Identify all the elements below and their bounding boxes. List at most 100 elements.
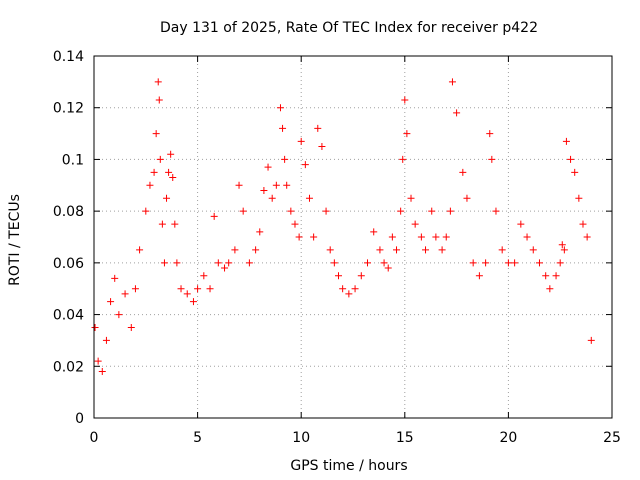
data-point xyxy=(370,228,378,236)
data-point xyxy=(556,259,564,267)
data-point xyxy=(560,246,568,254)
data-point xyxy=(459,168,467,176)
data-point xyxy=(542,272,550,280)
data-point xyxy=(438,246,446,254)
data-point xyxy=(326,246,334,254)
data-point xyxy=(432,233,440,241)
data-point xyxy=(245,259,253,267)
y-tick-label: 0.12 xyxy=(53,101,84,117)
x-tick-label: 5 xyxy=(193,430,202,446)
data-point xyxy=(401,96,409,104)
data-point xyxy=(334,272,342,280)
data-point xyxy=(492,207,500,215)
data-point xyxy=(183,290,191,298)
data-point xyxy=(422,246,430,254)
data-point xyxy=(91,324,99,331)
data-point xyxy=(546,285,554,293)
data-point xyxy=(256,228,264,236)
data-point xyxy=(310,233,318,241)
data-point xyxy=(376,246,384,254)
data-point xyxy=(163,194,171,202)
data-point xyxy=(463,194,471,202)
data-point xyxy=(575,194,583,202)
data-points xyxy=(91,78,595,375)
data-point xyxy=(330,259,338,267)
data-point xyxy=(339,285,347,293)
data-point xyxy=(200,272,208,280)
data-point xyxy=(107,298,115,306)
data-point xyxy=(417,233,425,241)
data-point xyxy=(167,150,175,158)
data-point xyxy=(189,298,197,306)
data-point xyxy=(287,207,295,215)
grid xyxy=(94,56,612,418)
data-point xyxy=(587,336,595,344)
data-point xyxy=(442,233,450,241)
data-point xyxy=(276,104,284,112)
data-point xyxy=(397,207,405,215)
data-point xyxy=(121,290,129,298)
data-point xyxy=(283,181,291,189)
data-point xyxy=(291,220,299,228)
data-point xyxy=(571,168,579,176)
plot-frame xyxy=(93,55,613,419)
y-axis-label: ROTI / TECUs xyxy=(7,194,23,286)
data-point xyxy=(504,259,512,267)
data-point xyxy=(160,259,168,267)
data-point xyxy=(529,246,537,254)
data-point xyxy=(171,220,179,228)
data-point xyxy=(407,194,415,202)
data-point xyxy=(411,220,419,228)
data-point xyxy=(221,264,229,272)
data-point xyxy=(272,181,280,189)
data-point xyxy=(428,207,436,215)
data-point xyxy=(115,311,123,319)
data-point xyxy=(446,207,454,215)
data-point xyxy=(231,246,239,254)
data-point xyxy=(345,290,353,298)
data-point xyxy=(297,137,305,145)
data-point xyxy=(583,233,591,241)
data-point xyxy=(517,220,525,228)
data-point xyxy=(488,155,496,163)
data-point xyxy=(169,174,177,182)
data-point xyxy=(136,246,144,254)
data-point xyxy=(177,285,185,293)
data-point xyxy=(155,96,163,104)
data-point xyxy=(206,285,214,293)
data-point xyxy=(111,274,119,282)
data-point xyxy=(295,233,303,241)
data-point xyxy=(154,78,162,86)
y-tick-label: 0.14 xyxy=(53,49,84,65)
data-point xyxy=(165,168,173,176)
data-point xyxy=(403,130,411,138)
data-point xyxy=(281,155,289,163)
x-tick-label: 0 xyxy=(90,430,99,446)
data-point xyxy=(279,124,287,132)
data-point xyxy=(567,155,575,163)
y-tick-label: 0.08 xyxy=(53,204,84,220)
data-point xyxy=(380,259,388,267)
data-point xyxy=(357,272,365,280)
data-point xyxy=(535,259,543,267)
data-point xyxy=(94,357,102,365)
y-tick-label: 0 xyxy=(75,411,84,427)
data-point xyxy=(579,220,587,228)
data-point xyxy=(150,168,158,176)
data-point xyxy=(384,264,392,272)
x-tick-label: 15 xyxy=(396,430,414,446)
data-point xyxy=(239,207,247,215)
data-point xyxy=(482,259,490,267)
data-point xyxy=(214,259,222,267)
data-point xyxy=(301,161,309,169)
data-point xyxy=(552,272,560,280)
data-point xyxy=(388,233,396,241)
data-point xyxy=(562,137,570,145)
data-point xyxy=(498,246,506,254)
y-tick-label: 0.02 xyxy=(53,359,84,375)
y-tick-label: 0.04 xyxy=(53,308,84,324)
data-point xyxy=(98,367,106,375)
data-point xyxy=(364,259,372,267)
data-point xyxy=(511,259,519,267)
